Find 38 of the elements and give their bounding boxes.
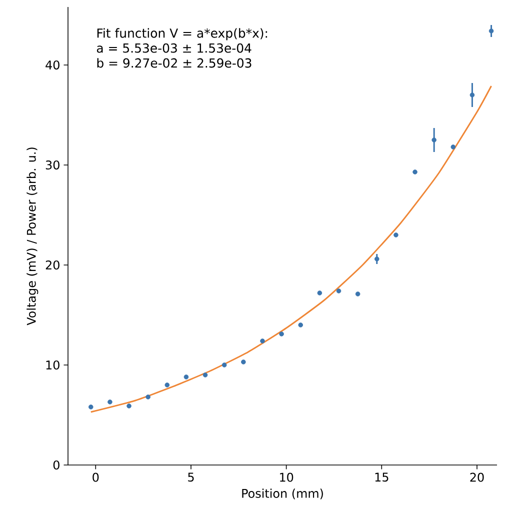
x-tick-label: 15 [375, 472, 388, 482]
point [432, 138, 436, 142]
point [317, 290, 322, 296]
point [164, 382, 170, 388]
y-tick-label: 40 [46, 60, 60, 70]
annotation: a = 5.53e-03 ± 1.53e-04 [96, 43, 252, 53]
annotation: Fit function V = a*exp(b*x): [97, 28, 268, 40]
point [184, 374, 189, 380]
x-tick-label: 0 [92, 472, 99, 482]
point [355, 292, 360, 296]
point [202, 372, 208, 378]
point [394, 232, 398, 238]
point [450, 144, 456, 150]
point [374, 256, 380, 262]
point [470, 92, 475, 98]
point [298, 322, 304, 328]
point [146, 394, 150, 400]
point [488, 28, 494, 34]
point [260, 338, 265, 344]
point [336, 288, 342, 294]
x-tick-label: 5 [188, 472, 194, 482]
point [279, 332, 284, 336]
y-tick-label: 0 [53, 460, 60, 470]
x-tick-label: 10 [280, 472, 294, 482]
point [222, 362, 227, 368]
point [108, 400, 112, 404]
annotation: b = 9.27e-02 ± 2.59e-03 [97, 58, 252, 68]
point [412, 170, 418, 174]
x-axis-title: Position (mm) [242, 488, 323, 500]
x-tick-label: 20 [470, 472, 484, 482]
point [241, 360, 246, 364]
point [126, 404, 132, 408]
y-tick-label: 30 [46, 160, 60, 170]
y-tick-label: 10 [46, 360, 60, 370]
y-tick-label: 20 [46, 260, 60, 270]
point [88, 404, 94, 410]
y-axis-title: Voltage (mV) / Power (arb. u.) [26, 148, 38, 326]
line-series [90, 85, 492, 413]
